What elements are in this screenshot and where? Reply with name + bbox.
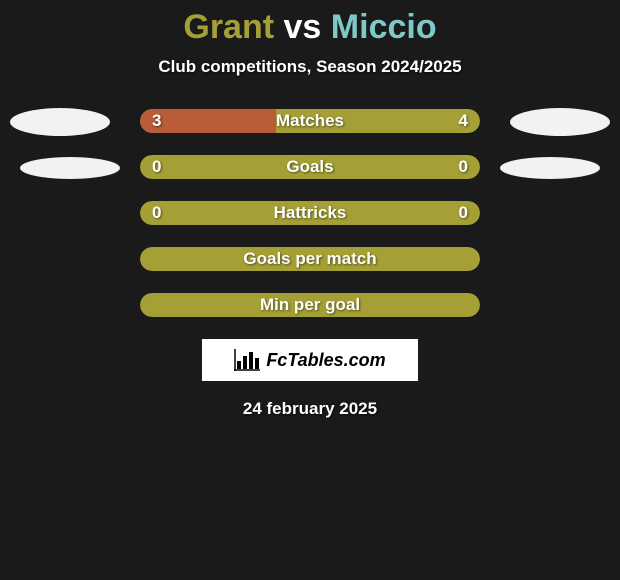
stat-value-right: 0 — [459, 155, 468, 179]
logo-box: FcTables.com — [202, 339, 418, 381]
stat-label: Min per goal — [140, 293, 480, 317]
player-disc-left — [10, 108, 110, 136]
player-disc-left — [20, 157, 120, 179]
page-title: Grant vs Miccio — [0, 8, 620, 47]
stat-bar: Hattricks0 0 — [140, 201, 480, 225]
stat-row: Matches3 4 — [0, 109, 620, 133]
stat-row: Goals per match — [0, 247, 620, 271]
date-text: 24 february 2025 — [0, 399, 620, 419]
stat-label: Goals — [140, 155, 480, 179]
player1-name: Grant — [183, 8, 274, 46]
stat-label: Goals per match — [140, 247, 480, 271]
stat-bar: Goals per match — [140, 247, 480, 271]
stat-label: Matches — [140, 109, 480, 133]
stat-bar: Matches3 4 — [140, 109, 480, 133]
stat-row: Min per goal — [0, 293, 620, 317]
stat-label: Hattricks — [140, 201, 480, 225]
player2-name: Miccio — [331, 8, 437, 46]
stat-bar: Min per goal — [140, 293, 480, 317]
stat-value-left: 0 — [152, 201, 161, 225]
player-disc-right — [510, 108, 610, 136]
comparison-infographic: Grant vs Miccio Club competitions, Seaso… — [0, 0, 620, 419]
stat-rows: Matches34Goals00Hattricks00Goals per mat… — [0, 109, 620, 317]
stat-bar: Goals0 0 — [140, 155, 480, 179]
stat-value-left: 0 — [152, 155, 161, 179]
logo-text: FcTables.com — [266, 350, 385, 371]
stat-value-right: 0 — [459, 201, 468, 225]
stat-row: Goals0 0 — [0, 155, 620, 179]
vs-text: vs — [284, 8, 322, 46]
stat-value-right: 4 — [459, 109, 468, 133]
stat-value-left: 3 — [152, 109, 161, 133]
bar-chart-icon — [234, 349, 260, 371]
stat-row: Hattricks0 0 — [0, 201, 620, 225]
subtitle: Club competitions, Season 2024/2025 — [0, 57, 620, 77]
player-disc-right — [500, 157, 600, 179]
